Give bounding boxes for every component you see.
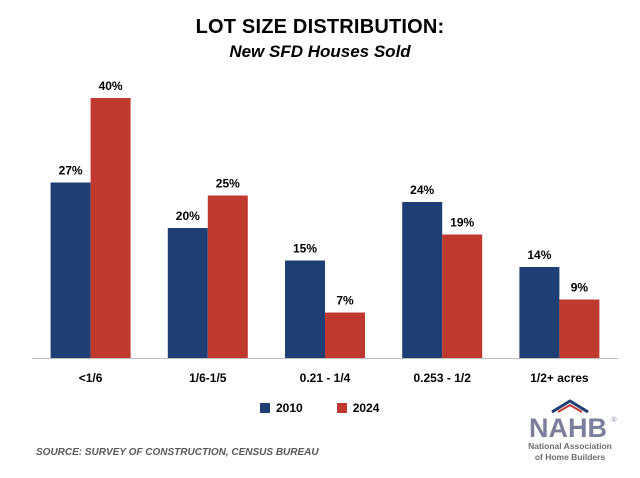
x-tick-label-3: 0.253 - 1/2 [414, 371, 472, 385]
bar-2024-3 [442, 234, 483, 358]
bar-2010-1 [167, 228, 208, 358]
logo-line-2: of Home Builders [534, 452, 606, 462]
bar-2010-4 [519, 267, 560, 358]
chart-title: LOT SIZE DISTRIBUTION: [195, 16, 445, 38]
roof-inner-icon [557, 403, 583, 413]
data-label-2024-4: 9% [571, 281, 589, 295]
legend-swatch-2010 [260, 403, 270, 413]
data-label-2024-0: 40% [99, 79, 123, 93]
nahb-logo: NAHB ® National Association of Home Buil… [518, 398, 622, 462]
x-tick-label-2: 0.21 - 1/4 [300, 371, 351, 385]
data-label-2010-0: 27% [59, 164, 83, 178]
nahb-house-icon: NAHB ® [529, 399, 617, 440]
bar-2024-0 [90, 98, 131, 358]
bar-2010-2 [285, 260, 325, 358]
data-label-2010-4: 14% [527, 248, 551, 262]
bar-chart: 27% 40% <1/6 20% 25% 1/6-1/5 15% 7% 0.21 - 1/4 24… [32, 79, 618, 385]
bar-2024-1 [207, 195, 248, 358]
chart-subtitle: New SFD Houses Sold [229, 42, 411, 61]
source-note: SOURCE: SURVEY OF CONSTRUCTION, CENSUS B… [36, 447, 319, 458]
bar-2010-3 [402, 202, 443, 358]
data-label-2010-1: 20% [176, 209, 200, 223]
legend-label-2024: 2024 [352, 401, 380, 415]
data-label-2024-1: 25% [216, 177, 240, 191]
legend: 2010 2024 [260, 400, 379, 416]
legend-item-2024: 2024 [336, 401, 380, 415]
legend-label-2010: 2010 [276, 401, 303, 415]
data-label-2024-2: 7% [336, 294, 354, 308]
bar-2024-2 [325, 312, 365, 358]
data-label-2024-3: 19% [450, 216, 474, 230]
legend-item-2010: 2010 [260, 401, 303, 415]
x-tick-label-1: 1/6-1/5 [189, 371, 227, 385]
data-label-2010-3: 24% [410, 183, 434, 197]
data-label-2010-2: 15% [293, 242, 317, 256]
bar-2010-0 [50, 182, 91, 358]
logo-letters: NAHB [529, 413, 607, 440]
bar-2024-4 [559, 299, 600, 358]
legend-swatch-2024 [336, 403, 347, 413]
x-tick-label-0: <1/6 [79, 371, 103, 385]
x-tick-label-4: 1/2+ acres [530, 371, 589, 385]
logo-line-1: National Association [528, 441, 612, 451]
logo-registered-mark: ® [611, 416, 617, 424]
roof-icon [551, 399, 589, 414]
